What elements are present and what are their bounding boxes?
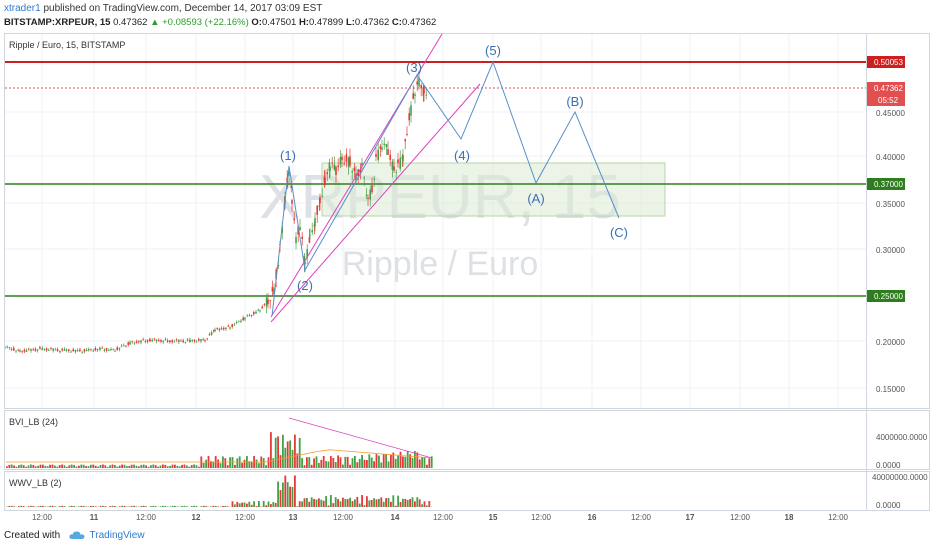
wave-label-b[interactable]: (B) xyxy=(566,94,583,109)
publish-info: xtrader1 published on TradingView.com, D… xyxy=(4,3,322,14)
high-label: H: xyxy=(298,17,309,28)
time-tick: 16 xyxy=(588,513,597,522)
time-tick: 12:00 xyxy=(531,513,552,522)
price-tick: 0.35000 xyxy=(876,200,905,209)
price-change: ▲ +0.08593 (+22.16%) xyxy=(150,17,249,28)
low-label: L: xyxy=(345,17,355,28)
close-label: C: xyxy=(391,17,402,28)
open-value: 0.47501 xyxy=(261,17,297,28)
time-tick: 12:00 xyxy=(333,513,354,522)
tradingview-cloud-icon xyxy=(69,531,85,540)
price-tick: 0.40000 xyxy=(876,153,905,162)
time-tick: 14 xyxy=(391,513,400,522)
bvi-title[interactable]: BVI_LB (24) xyxy=(9,417,58,427)
price-tick: 0.20000 xyxy=(876,338,905,347)
price-tick: 0.45000 xyxy=(876,109,905,118)
time-axis[interactable]: 12:00 11 12:00 12 12:00 13 12:00 14 12:00 15 12:00… xyxy=(32,513,849,522)
wwv-tick: 0.0000 xyxy=(876,501,901,510)
wwv-tick: 40000000.0000 xyxy=(872,473,928,482)
bvi-trendline[interactable] xyxy=(288,417,433,459)
tradingview-brand-link[interactable]: TradingView xyxy=(89,530,145,541)
price-tick: 0.15000 xyxy=(876,385,905,394)
series-title[interactable]: Ripple / Euro, 15, BITSTAMP xyxy=(9,40,125,50)
price-axis-divider xyxy=(866,33,867,511)
wave-label-2[interactable]: (2) xyxy=(297,278,313,293)
elliott-wave-path[interactable] xyxy=(271,60,620,317)
time-tick: 15 xyxy=(489,513,498,522)
last-price-tag-text: 0.47362 xyxy=(874,84,903,93)
wave-label-5[interactable]: (5) xyxy=(485,43,501,58)
wave-label-4[interactable]: (4) xyxy=(454,148,470,163)
wwv-title[interactable]: WWV_LB (2) xyxy=(9,478,62,488)
wwv-indicator-pane[interactable] xyxy=(4,471,930,511)
low-value: 0.47362 xyxy=(354,17,390,28)
high-value: 0.47899 xyxy=(308,17,344,28)
time-tick: 12:00 xyxy=(631,513,652,522)
created-with-text: Created with xyxy=(4,530,61,541)
wave-label-3[interactable]: (3) xyxy=(406,60,422,75)
publish-text: published on TradingView.com, December 1… xyxy=(40,3,323,14)
price-tick: 0.30000 xyxy=(876,246,905,255)
wwv-volume-bars xyxy=(6,475,433,507)
bvi-indicator-pane[interactable] xyxy=(4,410,930,470)
time-tick: 12:00 xyxy=(235,513,256,522)
wave-label-1[interactable]: (1) xyxy=(280,148,296,163)
time-tick: 12:00 xyxy=(730,513,751,522)
watermark-name: Ripple / Euro xyxy=(342,245,539,283)
footer: Created with TradingView xyxy=(4,530,145,541)
wave-label-c[interactable]: (C) xyxy=(610,225,628,240)
countdown-tag-text: 05:52 xyxy=(878,96,899,105)
last-price: 0.47362 xyxy=(113,17,148,28)
author-link[interactable]: xtrader1 xyxy=(4,3,41,14)
time-tick: 11 xyxy=(90,513,99,522)
support-mid-price-tag xyxy=(867,178,905,190)
time-tick: 13 xyxy=(289,513,298,522)
last-price-tag xyxy=(867,82,905,94)
resistance-price-tag xyxy=(867,56,905,68)
time-tick: 12:00 xyxy=(32,513,53,522)
time-tick: 17 xyxy=(686,513,695,522)
bvi-tick: 4000000.0000 xyxy=(876,433,928,442)
open-label: O: xyxy=(251,17,262,28)
symbol-name: BITSTAMP:XRPEUR, 15 xyxy=(4,17,111,28)
time-tick: 12:00 xyxy=(136,513,157,522)
wave-label-a[interactable]: (A) xyxy=(527,191,544,206)
symbol-info-bar: BITSTAMP:XRPEUR, 15 0.47362 ▲ +0.08593 (… xyxy=(4,17,436,28)
bvi-volume-bars xyxy=(6,432,433,468)
support-mid-price-tag-text: 0.37000 xyxy=(874,180,903,189)
support-low-price-tag-text: 0.25000 xyxy=(874,292,903,301)
price-chart-pane[interactable] xyxy=(4,33,930,409)
consolidation-zone[interactable] xyxy=(321,162,666,217)
time-tick: 18 xyxy=(785,513,794,522)
time-tick: 12:00 xyxy=(828,513,849,522)
time-tick: 12:00 xyxy=(433,513,454,522)
countdown-tag xyxy=(867,94,905,106)
support-low-price-tag xyxy=(867,290,905,302)
close-value: 0.47362 xyxy=(401,17,437,28)
time-tick: 12 xyxy=(192,513,201,522)
bvi-tick: 0.0000 xyxy=(876,461,901,470)
trendline-lower[interactable] xyxy=(270,83,481,323)
resistance-price-tag-text: 0.50053 xyxy=(874,58,903,67)
